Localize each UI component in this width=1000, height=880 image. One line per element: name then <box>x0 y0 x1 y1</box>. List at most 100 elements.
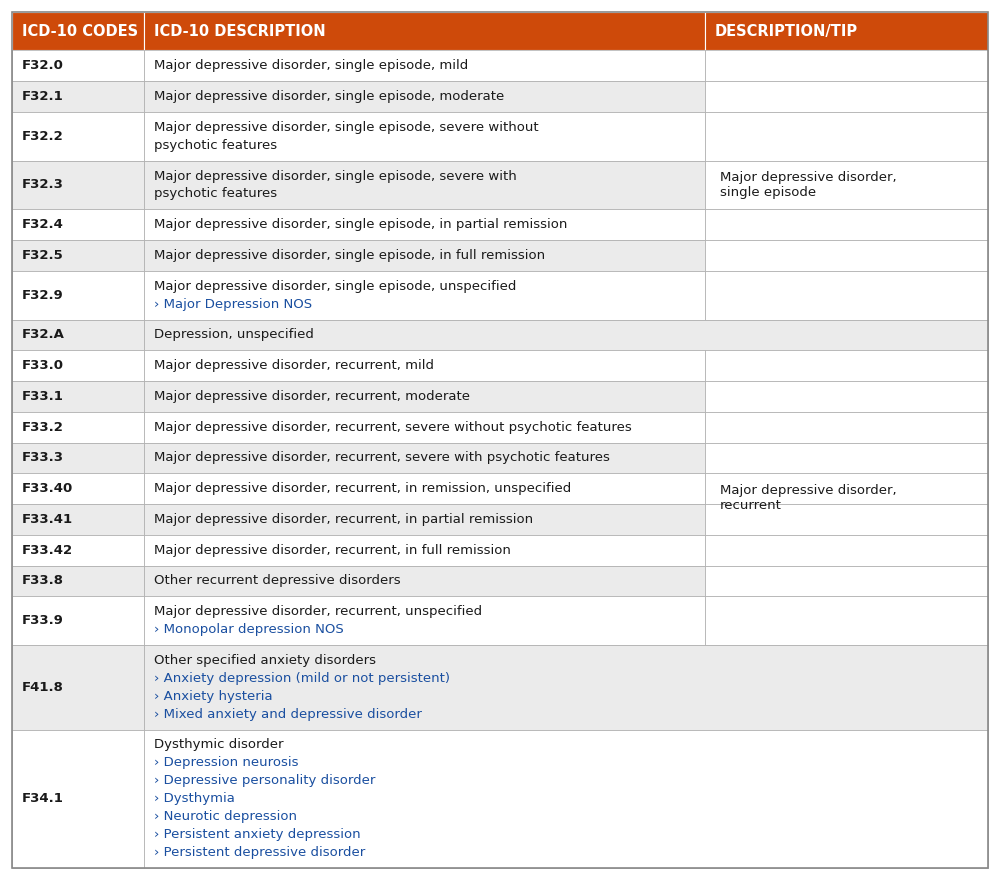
Text: F34.1: F34.1 <box>22 792 64 805</box>
Text: › Dysthymia: › Dysthymia <box>154 792 234 805</box>
Text: Major depressive disorder, recurrent, mild: Major depressive disorder, recurrent, mi… <box>154 359 434 372</box>
Bar <box>144 381 705 412</box>
Bar <box>705 240 988 271</box>
Text: Major depressive disorder, recurrent, unspecified: Major depressive disorder, recurrent, un… <box>154 605 482 619</box>
Text: F33.0: F33.0 <box>22 359 64 372</box>
Bar <box>144 443 705 473</box>
Bar <box>144 597 705 645</box>
Text: › Mixed anxiety and depressive disorder: › Mixed anxiety and depressive disorder <box>154 708 421 721</box>
Text: Major depressive disorder, single episode, in full remission: Major depressive disorder, single episod… <box>154 249 545 262</box>
Bar <box>705 597 988 645</box>
Bar <box>12 535 144 566</box>
Bar <box>705 566 988 597</box>
Text: psychotic features: psychotic features <box>154 187 277 201</box>
Bar <box>144 412 705 443</box>
Text: › Anxiety hysteria: › Anxiety hysteria <box>154 690 272 703</box>
Text: F32.5: F32.5 <box>22 249 64 262</box>
Bar <box>12 112 144 161</box>
Bar <box>12 597 144 645</box>
Text: Major depressive disorder, recurrent, severe with psychotic features: Major depressive disorder, recurrent, se… <box>154 451 609 465</box>
Text: F32.A: F32.A <box>22 328 65 341</box>
Text: › Monopolar depression NOS: › Monopolar depression NOS <box>154 623 343 636</box>
Text: F32.1: F32.1 <box>22 90 64 103</box>
Text: Major depressive disorder, single episode, unspecified: Major depressive disorder, single episod… <box>154 280 516 293</box>
Bar <box>705 443 988 473</box>
Text: F32.9: F32.9 <box>22 289 64 302</box>
Text: Major depressive disorder, single episode, in partial remission: Major depressive disorder, single episod… <box>154 218 567 231</box>
Bar <box>12 473 144 504</box>
Text: F32.2: F32.2 <box>22 129 64 143</box>
Text: Major depressive disorder,
recurrent: Major depressive disorder, recurrent <box>720 484 896 511</box>
Text: F33.42: F33.42 <box>22 544 73 557</box>
Text: ICD-10 CODES: ICD-10 CODES <box>22 24 138 39</box>
Text: Major depressive disorder, recurrent, in partial remission: Major depressive disorder, recurrent, in… <box>154 513 533 526</box>
Bar <box>144 319 988 350</box>
Bar <box>144 504 705 535</box>
Bar <box>12 443 144 473</box>
Bar <box>144 112 705 161</box>
Text: F33.8: F33.8 <box>22 575 64 588</box>
Bar <box>12 319 144 350</box>
Text: Major depressive disorder, recurrent, moderate: Major depressive disorder, recurrent, mo… <box>154 390 470 403</box>
Bar <box>705 381 988 412</box>
Bar <box>12 50 144 81</box>
Text: Major depressive disorder, single episode, mild: Major depressive disorder, single episod… <box>154 59 468 72</box>
Text: F33.1: F33.1 <box>22 390 64 403</box>
Bar <box>705 81 988 112</box>
Text: Major depressive disorder,
single episode: Major depressive disorder, single episod… <box>720 171 896 199</box>
Text: F41.8: F41.8 <box>22 681 64 693</box>
Bar <box>12 566 144 597</box>
Text: Major depressive disorder, recurrent, in full remission: Major depressive disorder, recurrent, in… <box>154 544 510 557</box>
Bar <box>705 112 988 161</box>
Bar <box>144 50 705 81</box>
Text: psychotic features: psychotic features <box>154 139 277 151</box>
Bar <box>144 12 705 50</box>
Bar <box>705 504 988 535</box>
Bar <box>705 535 988 566</box>
Text: Major depressive disorder, single episode, severe with: Major depressive disorder, single episod… <box>154 170 516 182</box>
Bar <box>12 350 144 381</box>
Bar <box>705 473 988 504</box>
Text: F32.3: F32.3 <box>22 179 64 192</box>
Text: F32.0: F32.0 <box>22 59 64 72</box>
Bar <box>144 566 705 597</box>
Text: Other recurrent depressive disorders: Other recurrent depressive disorders <box>154 575 400 588</box>
Bar <box>12 12 144 50</box>
Bar <box>705 209 988 240</box>
Bar <box>144 271 705 319</box>
Text: F33.2: F33.2 <box>22 421 64 434</box>
Bar <box>12 730 144 868</box>
Text: F33.3: F33.3 <box>22 451 64 465</box>
Bar <box>12 412 144 443</box>
Bar <box>12 271 144 319</box>
Bar <box>12 381 144 412</box>
Text: Major depressive disorder, single episode, moderate: Major depressive disorder, single episod… <box>154 90 504 103</box>
Text: › Anxiety depression (mild or not persistent): › Anxiety depression (mild or not persis… <box>154 671 450 685</box>
Text: › Major Depression NOS: › Major Depression NOS <box>154 297 312 311</box>
Bar <box>144 161 705 209</box>
Bar <box>12 240 144 271</box>
Bar <box>144 350 705 381</box>
Text: F33.9: F33.9 <box>22 614 64 627</box>
Bar <box>12 12 144 50</box>
Bar <box>144 535 705 566</box>
Text: Major depressive disorder, recurrent, severe without psychotic features: Major depressive disorder, recurrent, se… <box>154 421 631 434</box>
Bar <box>705 12 988 50</box>
Text: Major depressive disorder, recurrent, in remission, unspecified: Major depressive disorder, recurrent, in… <box>154 482 571 495</box>
Text: DESCRIPTION/TIP: DESCRIPTION/TIP <box>715 24 858 39</box>
Bar <box>144 240 705 271</box>
Bar <box>705 12 988 50</box>
Bar <box>144 209 705 240</box>
Bar <box>144 81 705 112</box>
Text: Major depressive disorder, single episode, severe without: Major depressive disorder, single episod… <box>154 121 538 134</box>
Text: › Persistent depressive disorder: › Persistent depressive disorder <box>154 847 365 859</box>
Bar <box>12 81 144 112</box>
Text: F32.4: F32.4 <box>22 218 64 231</box>
Bar <box>705 350 988 381</box>
Bar <box>705 412 988 443</box>
Bar <box>144 730 988 868</box>
Text: F33.40: F33.40 <box>22 482 73 495</box>
Bar <box>12 161 144 209</box>
Bar <box>144 645 988 730</box>
Text: Other specified anxiety disorders: Other specified anxiety disorders <box>154 654 376 667</box>
